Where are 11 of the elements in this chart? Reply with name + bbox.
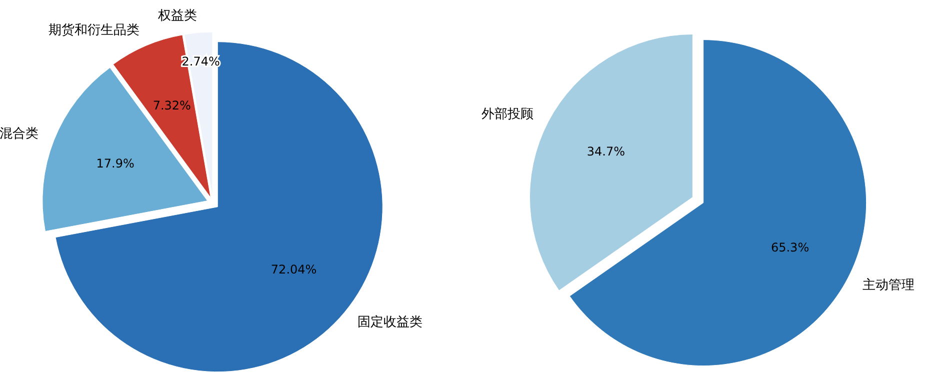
slice-label: 外部投顾: [482, 106, 534, 122]
slice-label: 主动管理: [862, 277, 914, 294]
data-label: 7.32%: [152, 98, 191, 113]
slice-label: 混合类: [0, 126, 39, 142]
data-label: 17.9%: [96, 156, 134, 171]
slice-label: 权益类: [156, 8, 197, 24]
slice-label: 固定收益类: [357, 315, 422, 330]
slice-label: 期货和衍生品类: [48, 23, 140, 38]
data-label: 34.7%: [586, 144, 626, 158]
data-label: 72.04%: [270, 262, 317, 276]
data-label: 65.3%: [770, 240, 810, 254]
